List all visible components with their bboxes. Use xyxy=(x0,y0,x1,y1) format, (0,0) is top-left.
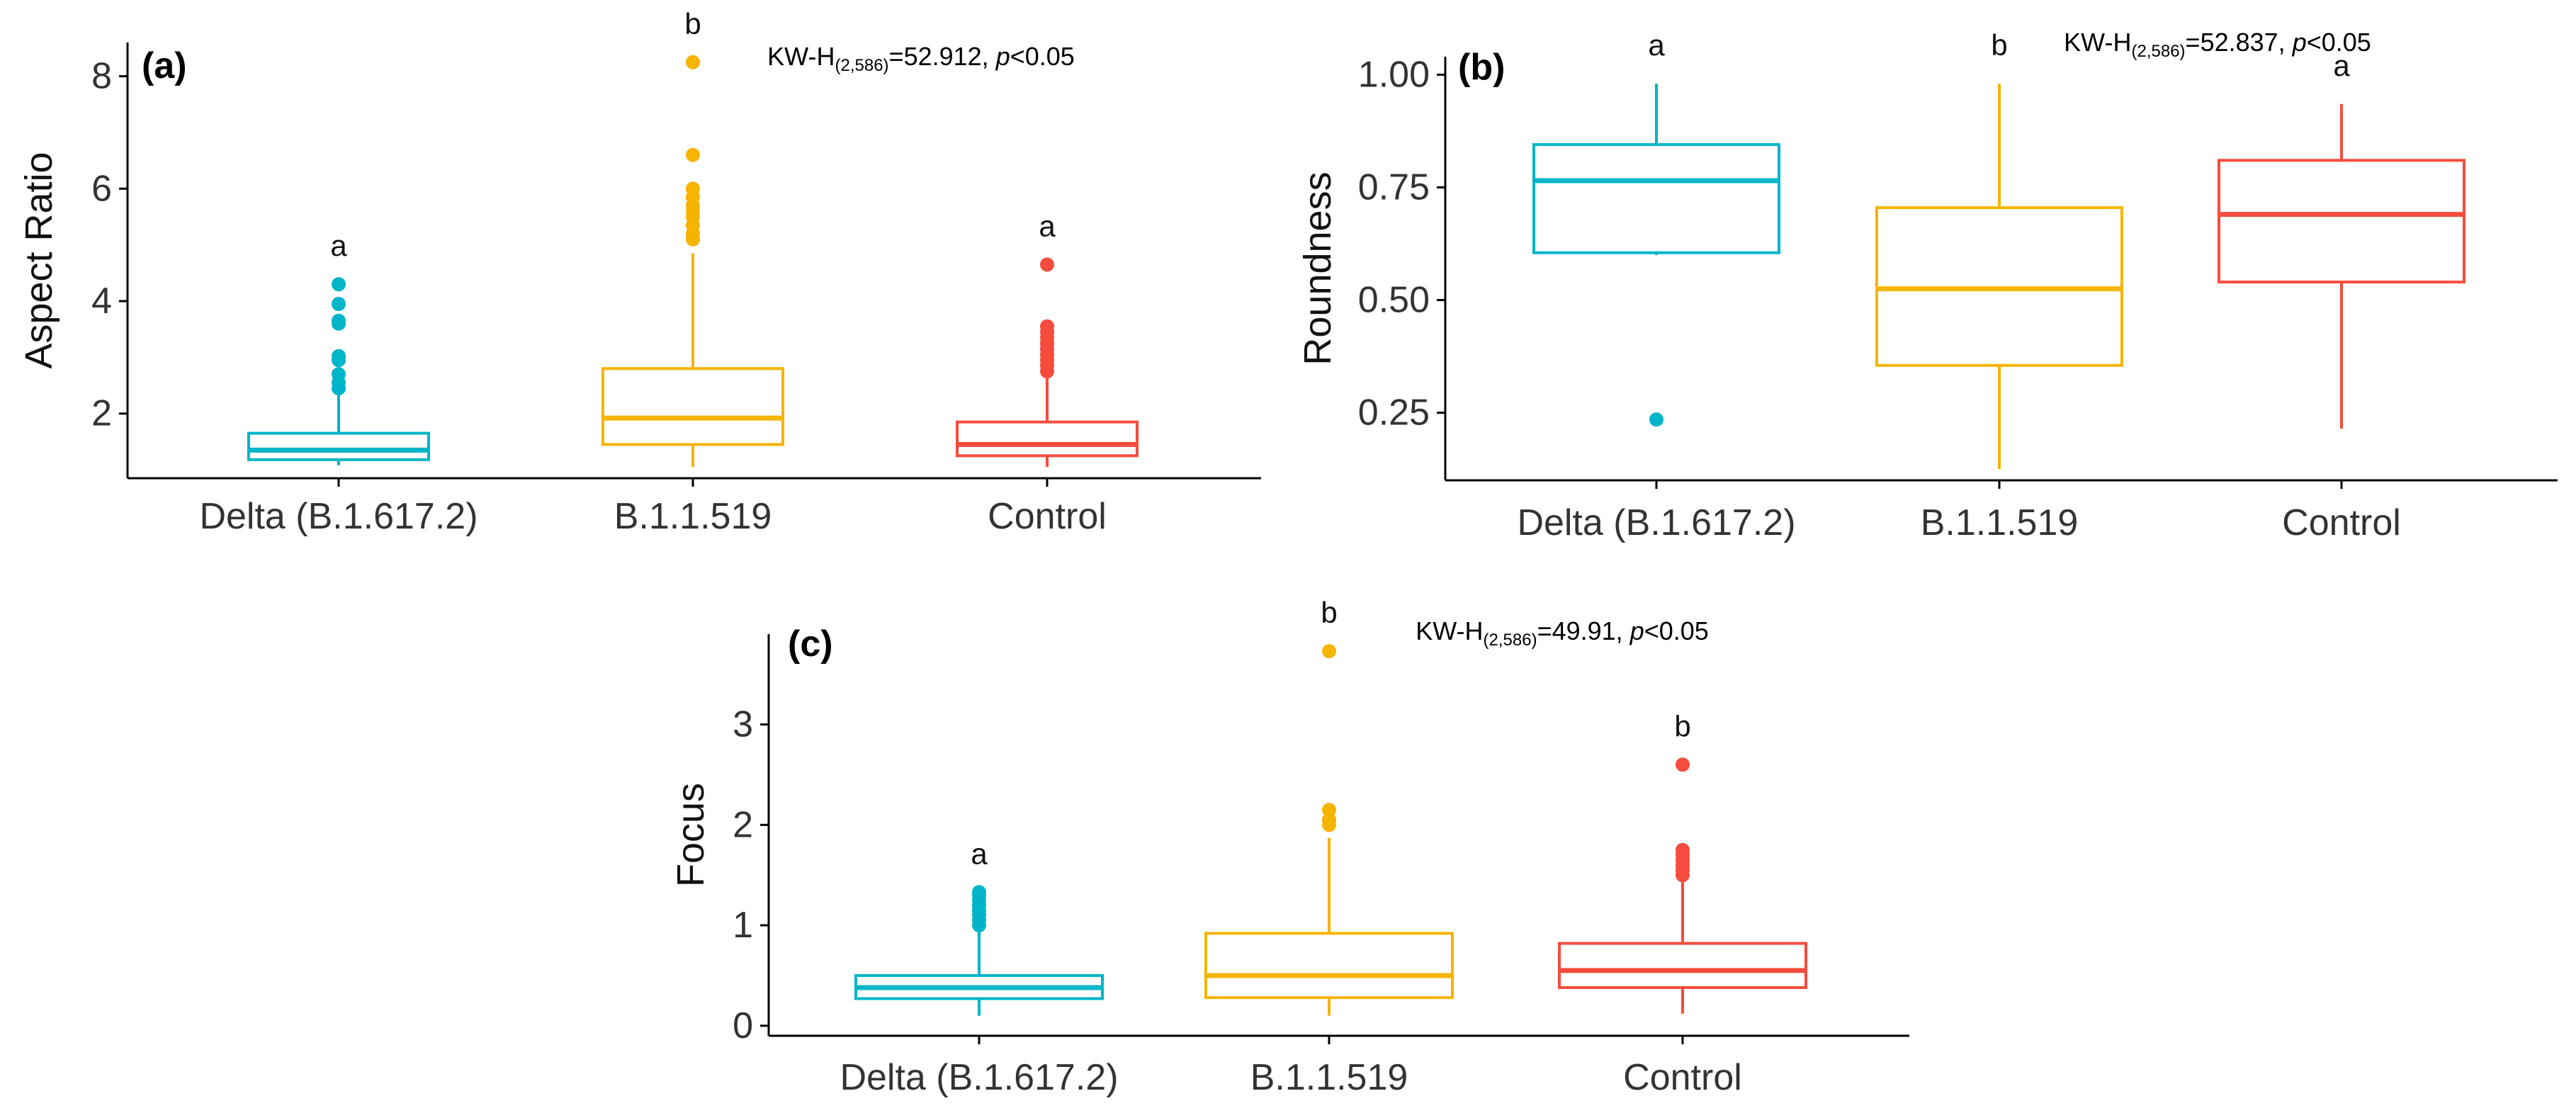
significance-letter: a xyxy=(1039,209,1056,242)
kw-statistic-post: <0.05 xyxy=(1644,616,1709,645)
y-tick-label: 4 xyxy=(91,281,112,322)
box-control: a xyxy=(2219,49,2464,429)
kw-statistic-post: <0.05 xyxy=(1010,42,1075,71)
x-tick-label: Delta (B.1.617.2) xyxy=(199,496,478,537)
outlier-point xyxy=(1322,803,1336,817)
y-tick-label: 0 xyxy=(733,1005,753,1046)
panel-label: (a) xyxy=(142,45,187,86)
significance-letter: a xyxy=(1648,28,1665,62)
kw-statistic-sub: (2,586) xyxy=(1484,631,1537,650)
y-axis-title: Roundness xyxy=(1297,171,1339,365)
box-iqr xyxy=(1206,933,1452,998)
kw-statistic: KW-H(2,586)=52.912, p<0.05 xyxy=(767,42,1075,75)
box-iqr xyxy=(1559,944,1806,988)
outlier-point xyxy=(1040,257,1054,271)
kw-statistic-pre: KW-H xyxy=(767,42,835,71)
kw-statistic-stat: =52.912, xyxy=(889,42,996,71)
x-tick-label: Delta (B.1.617.2) xyxy=(1517,502,1795,543)
box-iqr xyxy=(2219,160,2464,282)
outlier-point xyxy=(332,277,346,291)
kw-statistic-stat: =52.837, xyxy=(2186,28,2293,57)
kw-statistic: KW-H(2,586)=52.837, p<0.05 xyxy=(2064,28,2371,61)
y-tick-label: 0.75 xyxy=(1358,166,1430,208)
box-delta: a xyxy=(249,229,429,465)
x-tick-label: Control xyxy=(988,496,1107,537)
box-delta: a xyxy=(1534,28,1779,426)
outlier-point xyxy=(686,181,700,196)
y-axis-title: Aspect Ratio xyxy=(18,152,60,368)
kw-statistic: KW-H(2,586)=49.91, p<0.05 xyxy=(1416,616,1709,650)
outlier-point xyxy=(686,55,700,69)
box-iqr xyxy=(1534,145,1779,253)
x-tick-label: B.1.1.519 xyxy=(614,496,772,537)
figure: 2 4 6 8 Delta (B.1.617.2) B.1.1.519 Control Asp… xyxy=(0,0,2576,1113)
x-tick-label: Control xyxy=(2282,502,2401,543)
outlier-point xyxy=(1649,412,1663,426)
x-tick-label: B.1.1.519 xyxy=(1921,502,2079,543)
significance-letter: b xyxy=(1321,596,1337,629)
outlier-point xyxy=(332,349,346,363)
y-tick-label: 1.00 xyxy=(1358,54,1430,95)
significance-letter: b xyxy=(684,7,701,40)
outlier-point xyxy=(332,297,346,311)
x-tick-label: Control xyxy=(1623,1057,1742,1098)
kw-statistic-pre: KW-H xyxy=(1416,616,1483,645)
kw-statistic-sub: (2,586) xyxy=(835,56,889,75)
y-tick-label: 0.50 xyxy=(1358,280,1430,321)
kw-statistic-p: p xyxy=(995,42,1010,71)
outlier-point xyxy=(332,367,346,381)
kw-statistic-sub: (2,586) xyxy=(2132,42,2186,61)
panel-label: (b) xyxy=(1458,47,1505,88)
significance-letter: a xyxy=(971,837,988,870)
significance-letter: b xyxy=(1674,709,1690,742)
outlier-point xyxy=(972,885,986,899)
box-control: a xyxy=(957,209,1137,467)
kw-statistic-p: p xyxy=(2292,28,2307,57)
y-axis-title: Focus xyxy=(670,783,712,887)
outlier-point xyxy=(1322,644,1336,658)
outlier-point xyxy=(332,314,346,328)
y-tick-label: 6 xyxy=(91,168,112,209)
kw-statistic-stat: =49.91, xyxy=(1537,616,1630,645)
kw-statistic-p: p xyxy=(1629,616,1644,645)
box-iqr xyxy=(603,368,783,444)
outlier-point xyxy=(1040,320,1054,334)
box-b11519: b xyxy=(1206,596,1452,1016)
panel-label: (c) xyxy=(788,623,833,665)
outlier-point xyxy=(686,148,700,162)
y-tick-label: 2 xyxy=(733,804,753,845)
y-tick-label: 0.25 xyxy=(1358,392,1430,434)
significance-letter: a xyxy=(2333,49,2350,82)
x-tick-label: Delta (B.1.617.2) xyxy=(840,1057,1118,1098)
box-b11519: b xyxy=(1877,28,2122,469)
significance-letter: a xyxy=(330,229,347,262)
box-delta: a xyxy=(856,837,1102,1015)
kw-statistic-pre: KW-H xyxy=(2064,28,2131,57)
box-iqr xyxy=(249,434,429,460)
y-tick-label: 2 xyxy=(91,393,112,434)
outlier-point xyxy=(1676,757,1690,772)
box-b11519: b xyxy=(603,7,783,467)
x-tick-label: B.1.1.519 xyxy=(1250,1057,1408,1098)
box-iqr xyxy=(957,422,1137,456)
y-tick-label: 1 xyxy=(733,905,753,946)
box-control: b xyxy=(1559,709,1806,1014)
y-tick-label: 8 xyxy=(91,56,112,97)
chart-panel-c: 0 1 2 3 Delta (B.1.617.2) B.1.1.519 Control Foc… xyxy=(670,596,1909,1098)
significance-letter: b xyxy=(1991,28,2007,62)
chart-panel-a: 2 4 6 8 Delta (B.1.617.2) B.1.1.519 Control Asp… xyxy=(18,7,1261,537)
chart-panel-b: 0.25 0.50 0.75 1.00 Delta (B.1.617.2) B.1.1.5… xyxy=(1297,28,2558,543)
outlier-point xyxy=(1676,843,1690,857)
y-tick-label: 3 xyxy=(733,704,753,745)
